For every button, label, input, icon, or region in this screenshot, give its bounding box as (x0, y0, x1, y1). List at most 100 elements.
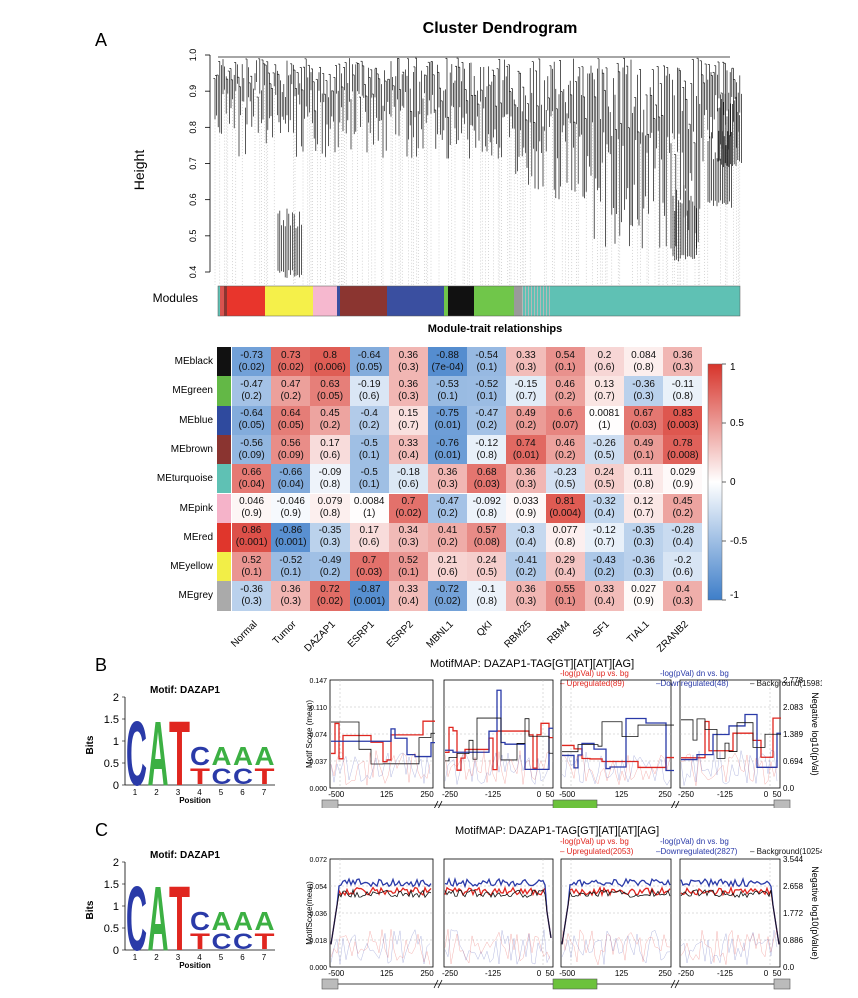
motifmap-series (561, 877, 671, 945)
heatmap-cell: 0.11 (0.8) (624, 464, 664, 494)
heatmap-cell-pvalue: (0.4) (594, 596, 615, 608)
heatmap-cell-value: 0.36 (398, 378, 419, 390)
heatmap-cell-value: -0.54 (475, 349, 499, 361)
heatmap-cell: -0.36 (0.3) (232, 581, 272, 611)
heatmap-cell-pvalue: (1) (598, 420, 611, 432)
heatmap-cell-pvalue: (0.07) (552, 420, 579, 432)
heatmap-cell: -0.12 (0.7) (584, 522, 624, 553)
heatmap-cell-value: 0.033 (513, 496, 539, 508)
heatmap-cell-pvalue: (0.008) (666, 449, 699, 461)
legend-down-pval: -log(pVal) dn vs. bg (660, 669, 729, 678)
heatmap-cell: -0.47 (0.2) (467, 405, 507, 435)
heatmap-cell-value: -0.19 (357, 378, 381, 390)
heatmap-cell: -0.64 (0.05) (232, 405, 272, 435)
heatmap-cell-value: 0.027 (631, 584, 657, 596)
motifmap-ytick: 0.000 (309, 786, 327, 793)
heatmap-cell: -0.75 (0.01) (428, 405, 468, 435)
heatmap-cell-value: 0.24 (594, 466, 615, 478)
heatmap-cell-pvalue: (0.2) (594, 566, 615, 578)
heatmap-cell: 0.36 (0.3) (663, 347, 703, 377)
heatmap-cell-pvalue: (0.1) (554, 361, 576, 373)
heatmap-cell-value: 0.49 (633, 437, 654, 449)
heatmap-cell: -0.35 (0.3) (624, 522, 664, 553)
motifmap-xtick: -125 (717, 969, 734, 978)
heatmap-cell-pvalue: (0.02) (238, 361, 265, 373)
logo-letter: T (169, 868, 190, 970)
motifmap-series (680, 876, 780, 945)
logo-ytick: 2 (113, 692, 119, 704)
heatmap-cell: 0.46 (0.2) (545, 376, 585, 406)
module-segment (337, 286, 340, 316)
logo-ylabel: Bits (85, 735, 96, 754)
heatmap-cell-pvalue: (0.001) (235, 537, 268, 549)
heatmap-cell: 0.54 (0.1) (545, 347, 585, 377)
heatmap-cell-value: 0.2 (597, 349, 612, 361)
heatmap-cell-value: -0.73 (240, 349, 263, 361)
heatmap-cell-pvalue: (0.1) (358, 449, 380, 461)
motifmap-series (562, 721, 674, 753)
heatmap-cell-pvalue: (0.3) (672, 361, 694, 373)
motifmap-series (562, 744, 674, 769)
exon-downstream (773, 978, 791, 990)
heatmap-cell: 0.78 (0.008) (663, 434, 703, 465)
module-segment (227, 286, 231, 316)
heatmap-cell-pvalue: (0.6) (437, 566, 458, 578)
motifmap-series (331, 728, 435, 758)
heatmap-cell-pvalue: (0.3) (319, 537, 341, 549)
heatmap-cell-value: 0.12 (633, 496, 654, 508)
heatmap-cell: -0.18 (0.6) (388, 464, 428, 494)
heatmap-cell-pvalue: (0.7) (594, 390, 615, 402)
motifmap-ytick2: 2.778 (783, 676, 804, 685)
motifmap-pval-series (330, 929, 431, 964)
heatmap-cell-value: -0.75 (436, 408, 459, 420)
heatmap-cell: 0.41 (0.2) (428, 522, 468, 553)
heatmap-cell-pvalue: (0.3) (398, 537, 419, 549)
heatmap-cell-pvalue: (0.08) (473, 537, 500, 549)
motifmap-series (680, 885, 780, 945)
heatmap-cell-value: 0.46 (555, 437, 575, 449)
logo-ytick: 1.5 (104, 879, 119, 891)
heatmap-cell: -0.046 (0.9) (271, 493, 311, 523)
motifmap-ytick2: 0.0 (783, 784, 795, 793)
heatmap-cell-value: 0.24 (477, 554, 497, 566)
logo-letter: A (255, 906, 275, 936)
heatmap-cell: 0.7 (0.02) (388, 493, 428, 523)
heatmap-cell-pvalue: (0.2) (554, 390, 576, 402)
heatmap-cell-value: -0.66 (279, 466, 303, 478)
heatmap-colorbar: 1 0.5 0 -0.5 -1 (707, 362, 748, 601)
heatmap-cell-pvalue: (0.004) (549, 508, 582, 520)
motifmap-series (331, 721, 435, 765)
motifmap-xtick: 125 (615, 969, 629, 978)
heatmap-cell-pvalue: (0.003) (666, 420, 699, 432)
heatmap-cell-value: 0.67 (633, 408, 654, 420)
motifmap-xtick: -250 (678, 969, 695, 978)
motif-logo-c: Motif: DAZAP1 Bits 2 1.5 1 0.5 0 1 2 3 4 5 6 7 Positio… (85, 850, 275, 970)
heatmap-cell: 0.57 (0.08) (467, 522, 507, 553)
motifmap-series (330, 877, 432, 945)
heatmap-cell-value: 0.34 (398, 525, 419, 537)
heatmap-cell-value: 0.55 (555, 584, 575, 596)
heatmap-cell-value: 0.74 (516, 437, 536, 449)
heatmap-row-swatch (217, 581, 231, 611)
heatmap-cell-pvalue: (0.1) (554, 596, 576, 608)
motifmap-ytick: 0.054 (309, 884, 327, 891)
motifmap-xtick: 250 (420, 790, 434, 799)
heatmap-cell-pvalue: (0.1) (358, 478, 380, 490)
heatmap-cell-value: 0.36 (673, 349, 693, 361)
motifmap-xtick: 0 (537, 790, 542, 799)
heatmap-cell-pvalue: (0.3) (398, 361, 419, 373)
heatmap-cell: 0.084 (0.8) (624, 347, 664, 377)
module-segment (387, 286, 444, 316)
motifmap-xtick: 125 (380, 969, 394, 978)
heatmap-cell-value: 0.64 (281, 408, 301, 420)
exon-upstream (321, 978, 339, 990)
motifmap-c: -log(pVal) up vs. bg -log(pVal) dn vs. bg… (305, 837, 822, 990)
heatmap-cell-value: 0.7 (401, 496, 416, 508)
heatmap-cell-value: 0.33 (398, 437, 419, 449)
motifmap-b: -log(pVal) up vs. bg -log(pVal) dn vs. bg… (305, 669, 822, 808)
heatmap-cell: 0.027 (0.9) (624, 581, 664, 611)
heatmap-cell: -0.19 (0.6) (349, 376, 389, 406)
motifmap-xtick: 0 (340, 790, 345, 799)
heatmap-cell-value: -0.86 (279, 525, 303, 537)
panel-a-letter: A (95, 30, 108, 50)
